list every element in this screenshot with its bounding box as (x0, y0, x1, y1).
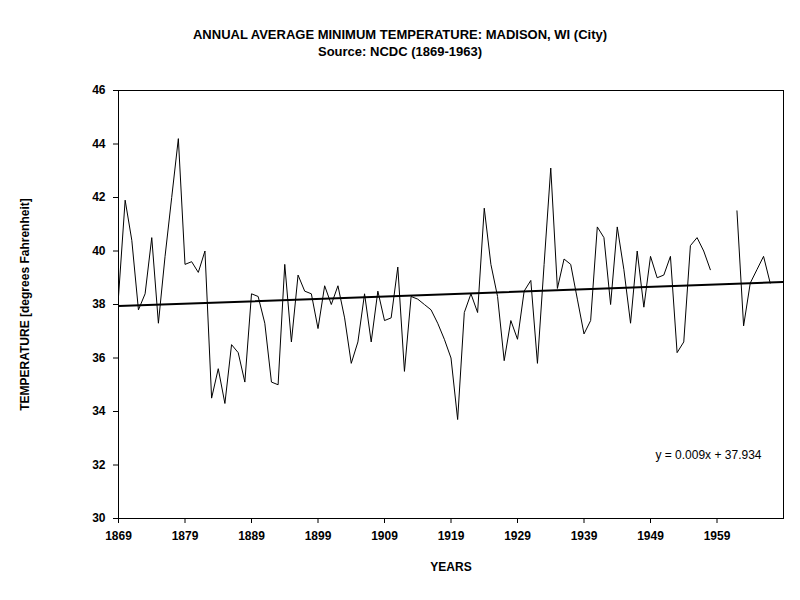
svg-text:1889: 1889 (238, 529, 265, 543)
html-text:Source: NCDC (1869-1963): Source: NCDC (1869-1963) (318, 44, 482, 59)
svg-text:1869: 1869 (105, 529, 132, 543)
svg-text:46: 46 (92, 83, 106, 97)
svg-text:y = 0.009x + 37.934: y = 0.009x + 37.934 (655, 448, 761, 462)
html-text:ANNUAL AVERAGE MINIMUM TEMPERA: ANNUAL AVERAGE MINIMUM TEMPERATURE: MADI… (193, 27, 607, 42)
svg-text:1939: 1939 (571, 529, 598, 543)
svg-text:32: 32 (92, 458, 106, 472)
svg-text:34: 34 (92, 404, 106, 418)
svg-text:1879: 1879 (172, 529, 199, 543)
svg-text:36: 36 (92, 351, 106, 365)
svg-text:1949: 1949 (637, 529, 664, 543)
svg-text:TEMPERATURE [degrees Fahrenhei: TEMPERATURE [degrees Fahrenheit] (18, 198, 32, 410)
svg-text:1959: 1959 (704, 529, 731, 543)
svg-text:1919: 1919 (438, 529, 465, 543)
svg-text:30: 30 (92, 511, 106, 525)
svg-text:40: 40 (92, 244, 106, 258)
svg-text:1909: 1909 (371, 529, 398, 543)
svg-text:38: 38 (92, 297, 106, 311)
svg-text:1929: 1929 (504, 529, 531, 543)
svg-text:YEARS: YEARS (430, 560, 471, 574)
svg-text:1899: 1899 (305, 529, 332, 543)
svg-text:42: 42 (92, 190, 106, 204)
svg-text:44: 44 (92, 137, 106, 151)
